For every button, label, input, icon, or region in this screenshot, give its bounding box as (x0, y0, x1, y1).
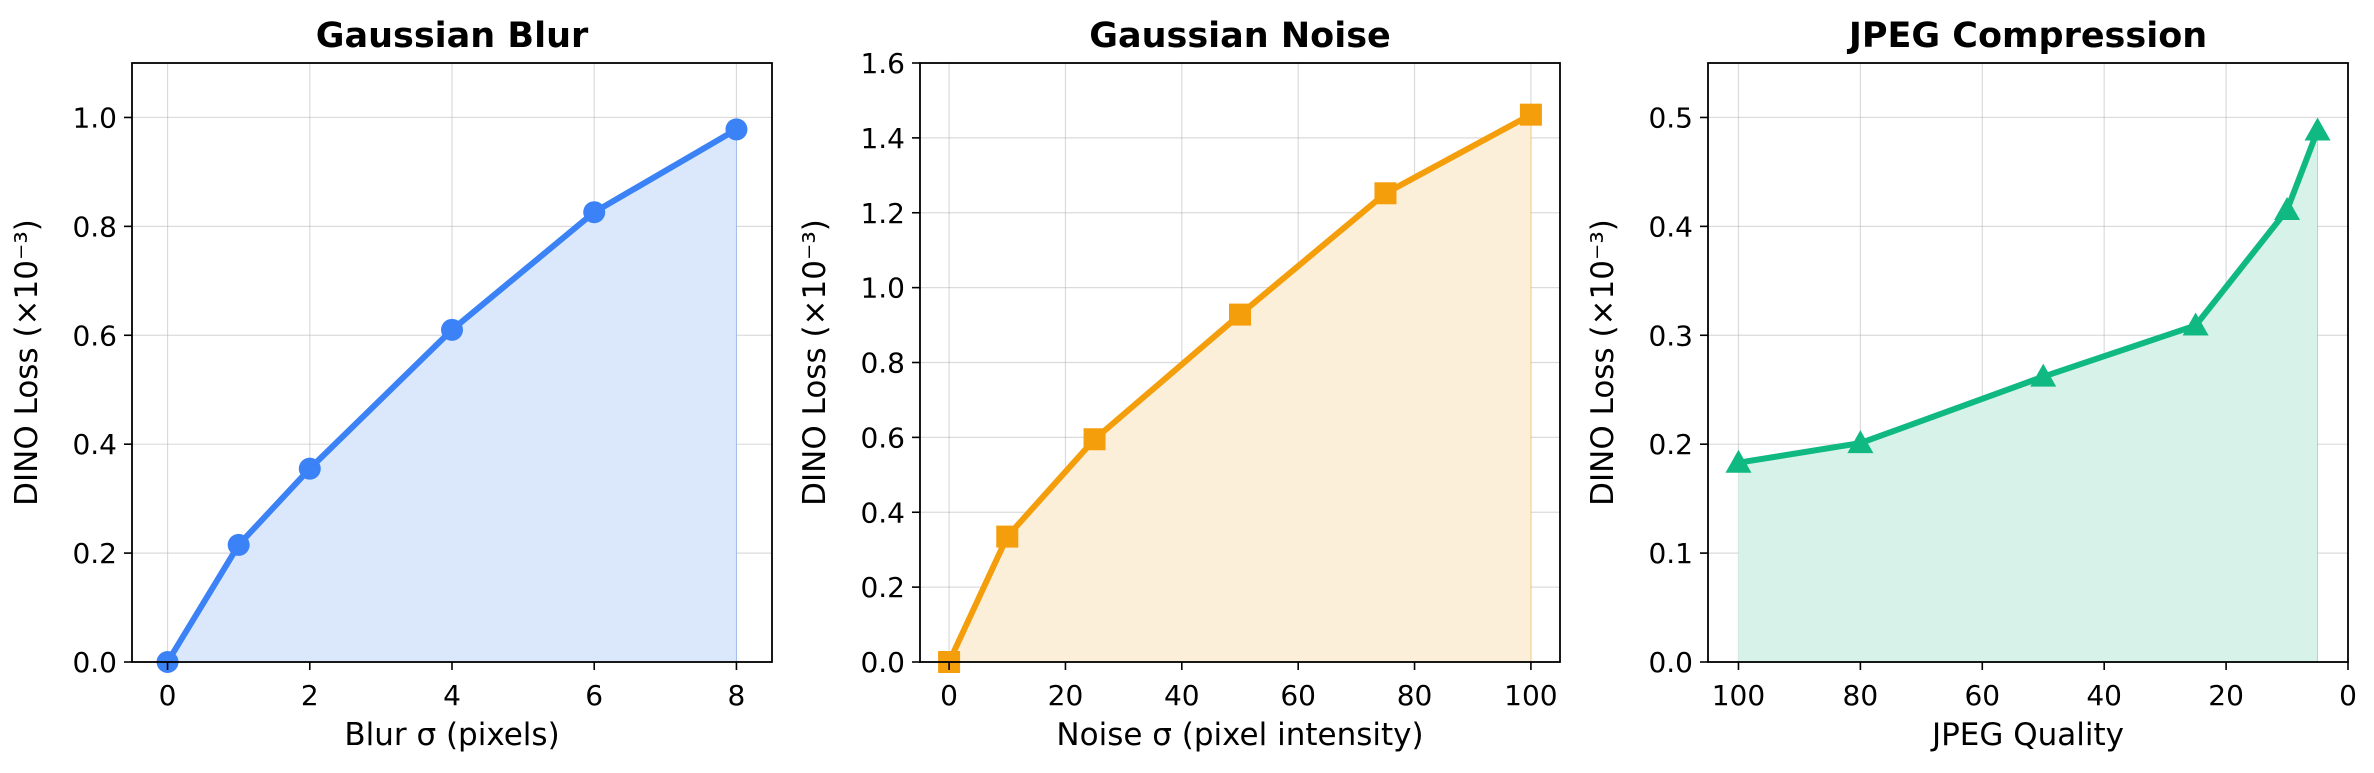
data-point (441, 318, 463, 341)
y-tick-label: 0.4 (72, 428, 117, 461)
data-point (996, 525, 1019, 548)
y-tick-label: 0.0 (72, 646, 117, 679)
x-tick-label: 0 (159, 679, 177, 712)
x-tick-label: 2 (301, 679, 319, 712)
data-point (1725, 449, 1752, 473)
y-axis-label: DINO Loss (×10⁻³) (9, 219, 45, 506)
y-tick-label: 0.4 (860, 496, 905, 529)
plot-area: 0 2 4 6 8 0.0 0.2 0.4 0.6 0.8 1.0 (72, 62, 773, 712)
x-tick-label: 0 (2339, 679, 2357, 712)
series-line (946, 111, 1534, 665)
y-axis-label: DINO Loss (×10⁻³) (1585, 219, 1621, 506)
data-point (298, 457, 321, 480)
y-axis-label: DINO Loss (×10⁻³) (797, 219, 833, 506)
y-tick-label: 1.6 (860, 47, 905, 80)
series-line (164, 126, 740, 665)
panel-gaussian-noise: 0 20 40 60 80 1000.00.20.40.60.81.01.21.41.6 … (797, 16, 1561, 753)
x-tick-label: 0 (940, 679, 958, 712)
series-line (1735, 127, 2321, 466)
panel-gaussian-blur: 0 2 4 6 8 0.0 0.2 0.4 0.6 0.8 1.0 Gaussian Blur Bl… (9, 16, 773, 753)
data-point (1374, 182, 1397, 205)
x-tick-label: 40 (1164, 679, 1200, 712)
x-tick-label: 60 (1964, 679, 2000, 712)
y-tick-label: 0.5 (1648, 101, 1693, 134)
panel-title: JPEG Compression (1847, 16, 2207, 56)
panel-title: Gaussian Noise (1089, 16, 1391, 56)
plot-area: 0 20 40 60 80 100 0.0 0.2 0.4 0.6 0.8 1.0 1.2 1.4 1.6 (860, 47, 1561, 712)
y-tick-label: 0.2 (1648, 428, 1693, 461)
y-tick-label: 1.0 (72, 101, 117, 134)
x-tick-label: 80 (1843, 679, 1879, 712)
y-tick-label: 0.6 (860, 421, 905, 454)
x-tick-label: 8 (728, 679, 746, 712)
panel-title: Gaussian Blur (316, 16, 589, 56)
area-fill (167, 129, 737, 662)
y-tick-label: 0.0 (1648, 646, 1693, 679)
plot-area: 100 80 60 40 20 0 0.0 0.1 0.2 0.3 0.4 0.5 (1648, 62, 2357, 712)
area-fill (1738, 130, 2318, 663)
x-tick-label: 100 (1712, 679, 1765, 712)
data-point (1083, 428, 1106, 451)
data-point (1847, 430, 1874, 454)
data-point (1229, 303, 1251, 326)
y-tick-label: 1.0 (860, 272, 905, 305)
y-tick-label: 1.4 (860, 122, 905, 155)
x-tick-label: 20 (2208, 679, 2244, 712)
y-tick-label: 0.8 (72, 210, 117, 243)
y-tick-label: 0.2 (72, 537, 117, 570)
x-tick-label: 4 (443, 679, 461, 712)
x-tick-label: 20 (1048, 679, 1084, 712)
x-axis-label: Noise σ (pixel intensity) (1056, 717, 1423, 753)
data-point (583, 201, 606, 224)
y-tick-label: 0.2 (860, 571, 905, 604)
data-point (2304, 117, 2331, 141)
x-tick-label: 100 (1504, 679, 1557, 712)
data-point (2030, 363, 2057, 387)
y-tick-label: 0.6 (72, 319, 117, 352)
y-tick-label: 0.0 (860, 646, 905, 679)
x-axis-label: Blur σ (pixels) (344, 717, 559, 753)
x-tick-label: 6 (585, 679, 603, 712)
y-tick-label: 0.3 (1648, 319, 1693, 352)
x-axis-label: JPEG Quality (1930, 717, 2124, 753)
axes-frame (1707, 62, 2349, 663)
area-fill (949, 114, 1531, 662)
data-point (725, 118, 748, 141)
y-tick-label: 0.8 (860, 347, 905, 380)
x-tick-label: 40 (2086, 679, 2122, 712)
panel-jpeg-compression: 100 80 60 40 20 0 0.0 0.1 0.2 0.3 0.4 0.5 JPEG Comp… (1585, 16, 2357, 753)
x-tick-label: 80 (1397, 679, 1433, 712)
data-point (2274, 197, 2301, 221)
data-point (1519, 103, 1542, 126)
x-tick-label: 60 (1280, 679, 1316, 712)
data-point (2182, 312, 2209, 336)
y-tick-label: 0.1 (1648, 537, 1693, 570)
y-tick-label: 0.4 (1648, 210, 1693, 243)
y-tick-label: 1.2 (860, 197, 905, 230)
data-point (227, 533, 250, 556)
